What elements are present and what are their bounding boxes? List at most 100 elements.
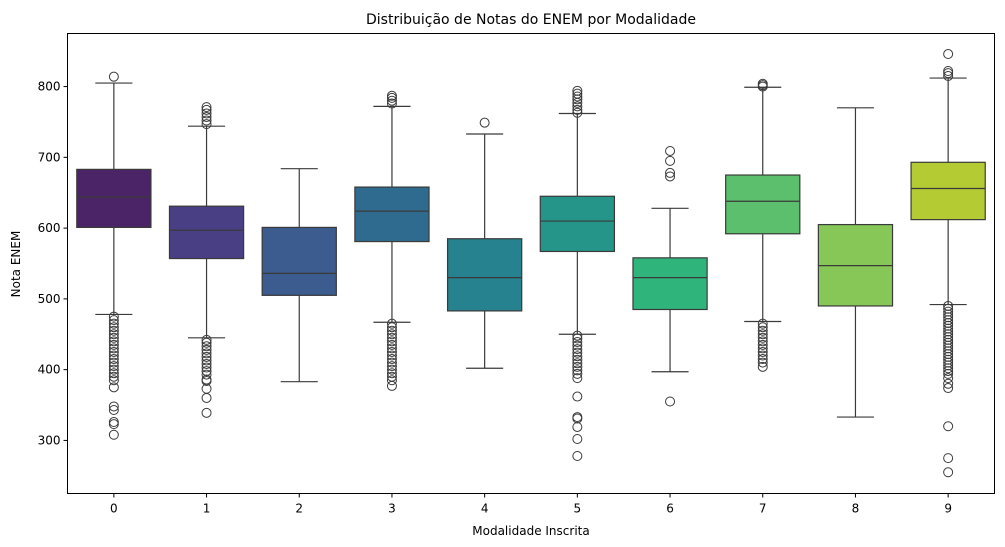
outlier-point [201,348,212,359]
outlier-point [108,339,119,350]
outlier-point [943,467,954,478]
outlier-point [572,104,583,115]
outlier-point [943,329,954,340]
outlier-point [757,81,768,92]
outlier-point [572,450,583,461]
y-tick-label: 800 [38,80,61,94]
outlier-point [572,344,583,355]
outlier-point [943,340,954,351]
outlier-point [572,358,583,369]
outlier-point [108,368,119,379]
outlier-point [386,368,397,379]
outlier-point [572,337,583,348]
outlier-point [943,453,954,464]
outlier-point [108,404,119,415]
outlier-point [943,368,954,379]
outlier-point [572,434,583,445]
x-tick-label: 8 [852,502,860,516]
outlier-point [943,366,954,377]
outlier-point [386,336,397,347]
outlier-point [201,341,212,352]
outlier-point [201,375,212,386]
outlier-point [572,101,583,112]
x-tick-label: 3 [388,502,396,516]
x-tick-label: 9 [944,502,952,516]
outlier-point [386,346,397,357]
outlier-point [757,357,768,368]
box-group-6 [632,145,708,407]
outlier-point [201,112,212,123]
outlier-point [108,371,119,382]
x-tick-label: 0 [110,502,118,516]
outlier-point [757,318,768,329]
y-tick-label: 400 [38,363,61,377]
outlier-point [108,401,119,412]
outlier-point [757,343,768,354]
outlier-point [572,351,583,362]
outlier-point [108,325,119,336]
outlier-point [943,334,954,345]
outlier-point [108,364,119,375]
outlier-point [943,312,954,323]
outlier-point [108,419,119,430]
outlier-point [572,354,583,365]
outlier-point [386,92,397,103]
outlier-point [665,145,676,156]
outlier-point [572,85,583,96]
outlier-point [943,317,954,328]
outlier-point [108,382,119,393]
box-group-3 [354,90,430,391]
plot-area [76,49,986,478]
outlier-point [108,332,119,343]
outlier-point [943,49,954,60]
outlier-point [201,334,212,345]
outlier-point [386,339,397,350]
box-group-2 [261,168,337,383]
outlier-point [757,350,768,361]
outlier-point [108,343,119,354]
box [76,168,152,229]
y-tick-label: 600 [38,221,61,235]
outlier-point [943,343,954,354]
outlier-point [943,300,954,311]
box-group-5 [539,85,616,461]
box [168,205,245,260]
outlier-point [943,309,954,320]
box [910,161,986,221]
outlier-point [757,325,768,336]
outlier-point [201,102,212,113]
outlier-point [572,94,583,105]
outlier-point [108,346,119,357]
outlier-point [757,346,768,357]
outlier-point [108,354,119,365]
outlier-point [386,350,397,361]
outlier-point [943,332,954,343]
outlier-point [108,318,119,329]
outlier-point [108,336,119,347]
outlier-point [386,98,397,109]
plot-frame [67,33,995,494]
outlier-point [386,332,397,343]
box [446,238,523,312]
outlier-point [572,91,583,102]
outlier-point [665,155,676,166]
outlier-point [943,363,954,374]
box-group-1 [168,102,245,418]
box-group-9 [910,49,986,478]
outlier-point [572,107,583,118]
x-tick-label: 5 [574,502,582,516]
outlier-point [201,115,212,126]
y-tick-label: 500 [38,292,61,306]
outlier-point [386,95,397,106]
outlier-point [386,329,397,340]
outlier-point [201,362,212,373]
outlier-point [386,375,397,386]
outlier-point [108,322,119,333]
outlier-point [665,396,676,407]
outlier-point [108,429,119,440]
outlier-point [757,336,768,347]
box-group-4 [446,117,523,369]
outlier-point [201,337,212,348]
outlier-point [943,346,954,357]
outlier-point [386,380,397,391]
